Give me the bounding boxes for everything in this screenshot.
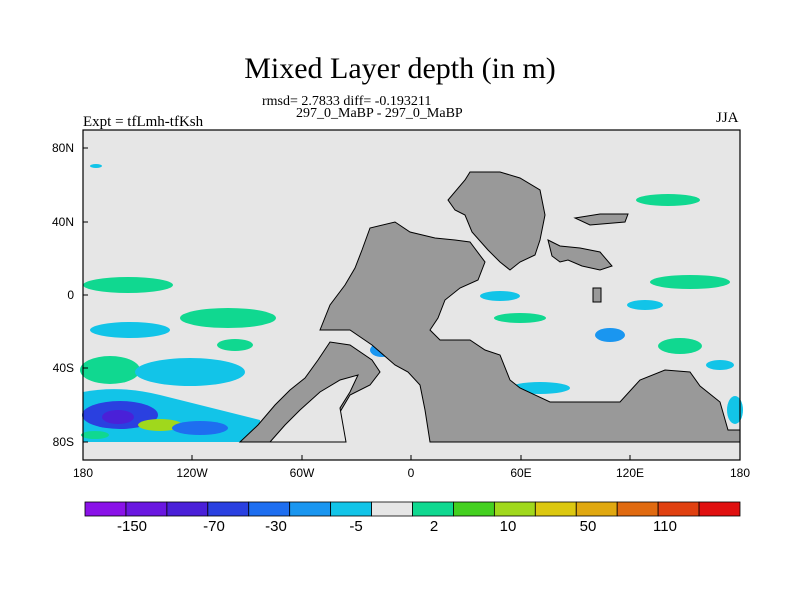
season-label: JJA [716,110,739,126]
colorbar-label: 2 [429,518,439,535]
colorbar-swatch [534,501,577,517]
runs-line: 297_0_MaBP - 297_0_MaBP [296,106,463,121]
patch-tropic-6 [627,300,663,310]
patch-sub-4 [217,339,253,351]
land-small-island [592,287,602,303]
patch-southern-east [727,396,743,424]
patch-north-pacific [90,164,102,168]
patch-tropic-4 [480,291,520,301]
expt-label: Expt = tfLmh-tfKsh [83,114,204,130]
patch-north-pacific-east [636,194,700,206]
xtick-label: 120E [615,466,645,480]
patch-tropic-2 [180,308,276,328]
colorbar-swatch [371,501,413,517]
ytick-label: 40S [52,361,74,375]
colorbar-label: -150 [116,518,148,535]
colorbar-swatch [330,501,372,517]
colorbar-swatch [657,501,700,517]
colorbar-swatch [453,501,495,517]
colorbar-label: 50 [579,518,597,535]
land-greenland [447,171,546,271]
patch-sub-6 [658,338,702,354]
xtick-label: 120W [176,466,208,480]
colorbar-swatch [84,501,127,517]
patch-southern-blue [172,421,228,435]
colorbar-swatch [207,501,250,517]
colorbar-swatch [698,501,741,517]
colorbar-label: -5 [349,518,363,535]
patch-sub-3 [135,358,245,386]
map-title: Mixed Layer depth (in m) [244,52,556,85]
colorbar-label: -30 [265,518,287,535]
anomaly-patches [80,164,743,442]
colorbar-swatch [166,501,209,517]
ytick-label: 80N [51,141,74,155]
xtick-label: 60W [289,466,315,480]
axis-ticks [82,147,741,460]
ytick-label: 0 [67,288,74,302]
colorbar-swatch [493,501,536,517]
colorbar-label: 110 [653,518,677,535]
ytick-label: 80S [52,435,74,449]
patch-sub-5 [595,328,625,342]
land-northeast-island [573,213,629,226]
xtick-label: 60E [510,466,532,480]
patch-tropic-5 [494,313,546,323]
patch-sub-1 [90,322,170,338]
patch-tropic-1 [83,277,173,293]
patch-sub-2 [80,356,140,384]
colorbar-label: 10 [499,518,517,535]
colorbar-swatch [575,501,618,517]
land-east-block [547,239,613,271]
xtick-label: 0 [407,466,415,480]
land-masses [238,171,741,443]
patch-southern-green-2 [81,431,109,439]
land-africa-eurasia [319,221,741,443]
patch-tropic-3 [650,275,730,289]
stats-line: rmsd= 2.7833 diff= -0.193211 [262,94,432,109]
enclosed-ocean [268,374,359,443]
patch-southern-deepest [102,410,134,424]
colorbar-swatch [289,501,332,517]
colorbar [84,501,741,517]
colorbar-swatch [248,501,291,517]
land-south-wedge [238,341,381,443]
colorbar-swatch [412,501,454,517]
patch-southern-green [138,419,182,431]
ytick-label: 40N [51,215,74,229]
xtick-label: 180 [72,466,94,480]
colorbar-label: -70 [203,518,225,535]
colorbar-swatch [616,501,659,517]
patch-sub-7 [706,360,734,370]
xtick-label: 180 [729,466,751,480]
colorbar-swatch [125,501,168,517]
